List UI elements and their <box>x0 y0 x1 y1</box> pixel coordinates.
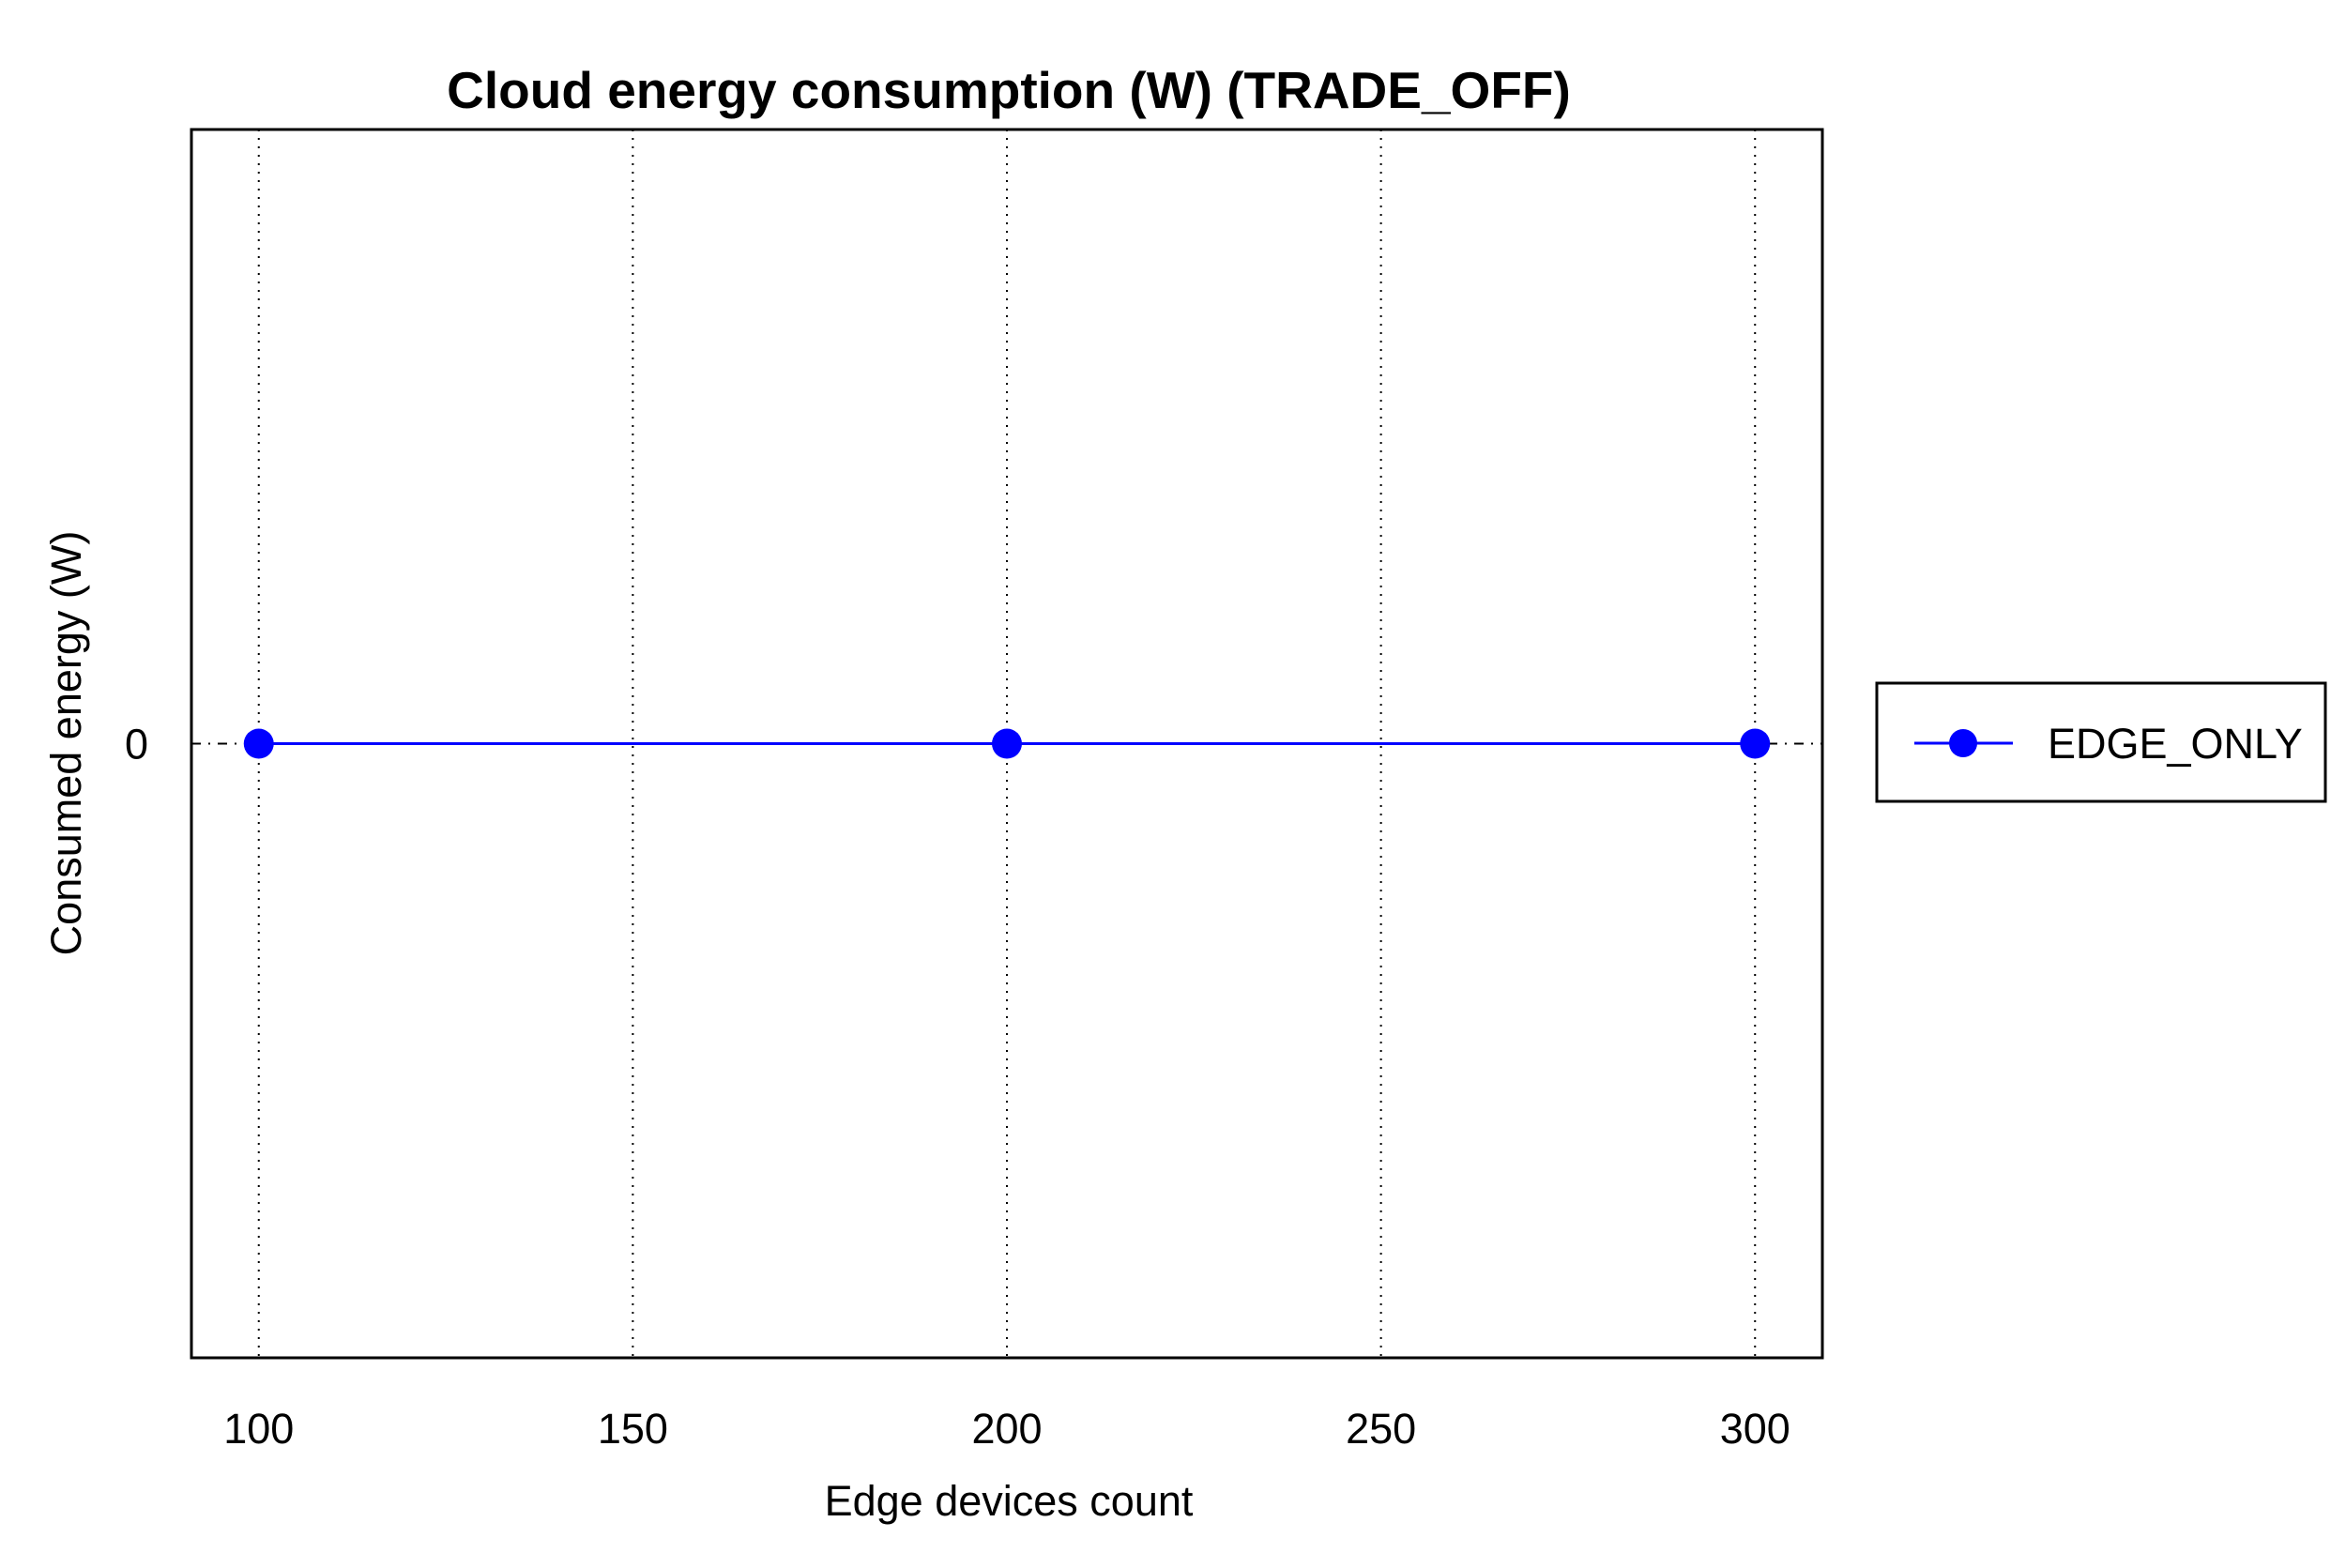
chart-title: Cloud energy consumption (W) (TRADE_OFF) <box>447 61 1571 119</box>
x-tick-label-250: 250 <box>1346 1405 1416 1453</box>
y-tick-labels: 0 <box>125 721 148 769</box>
series-layer <box>243 728 1771 759</box>
x-tick-labels: 100 150 200 250 300 <box>223 1405 1790 1453</box>
legend-label-edge-only: EDGE_ONLY <box>2048 720 2303 768</box>
data-point-200 <box>992 728 1022 759</box>
x-tick-label-200: 200 <box>971 1405 1042 1453</box>
legend: EDGE_ONLY <box>1875 681 2327 803</box>
y-tick-label-0: 0 <box>125 721 148 769</box>
data-point-100 <box>243 728 274 759</box>
y-axis-label: Consumed energy (W) <box>42 531 90 956</box>
legend-marker <box>1949 729 1977 757</box>
plot-frame <box>190 128 1824 1360</box>
x-tick-label-150: 150 <box>598 1405 668 1453</box>
data-point-300 <box>1740 728 1771 759</box>
x-tick-label-100: 100 <box>223 1405 294 1453</box>
x-axis-label: Edge devices count <box>825 1477 1194 1525</box>
x-tick-label-300: 300 <box>1720 1405 1790 1453</box>
